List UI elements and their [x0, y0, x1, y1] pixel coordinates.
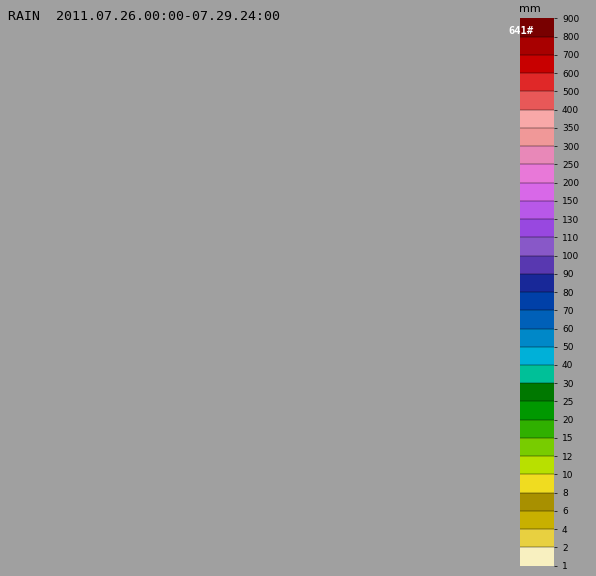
Bar [520, 365, 554, 383]
Bar [520, 547, 554, 566]
Bar [520, 492, 554, 511]
Bar [520, 37, 554, 55]
Text: mm: mm [519, 4, 541, 14]
Bar [520, 18, 554, 37]
Bar [520, 328, 554, 347]
Text: 641#: 641# [508, 25, 533, 36]
Bar [520, 383, 554, 401]
Bar [520, 128, 554, 146]
Bar [520, 420, 554, 438]
Bar [520, 237, 554, 256]
Bar [520, 55, 554, 73]
Bar [520, 274, 554, 292]
Bar [520, 475, 554, 492]
Bar [520, 73, 554, 92]
Bar [520, 401, 554, 420]
Bar [520, 109, 554, 128]
Bar [520, 146, 554, 164]
Bar [520, 292, 554, 310]
Bar [520, 183, 554, 201]
Bar [520, 438, 554, 456]
Bar [520, 347, 554, 365]
Bar [520, 201, 554, 219]
Bar [520, 256, 554, 274]
Bar [520, 219, 554, 237]
Bar [520, 529, 554, 547]
Bar [520, 92, 554, 109]
Text: RAIN  2011.07.26.00:00-07.29.24:00: RAIN 2011.07.26.00:00-07.29.24:00 [8, 10, 280, 24]
Bar [520, 511, 554, 529]
Bar [520, 456, 554, 475]
Bar [520, 310, 554, 328]
Bar [520, 164, 554, 183]
